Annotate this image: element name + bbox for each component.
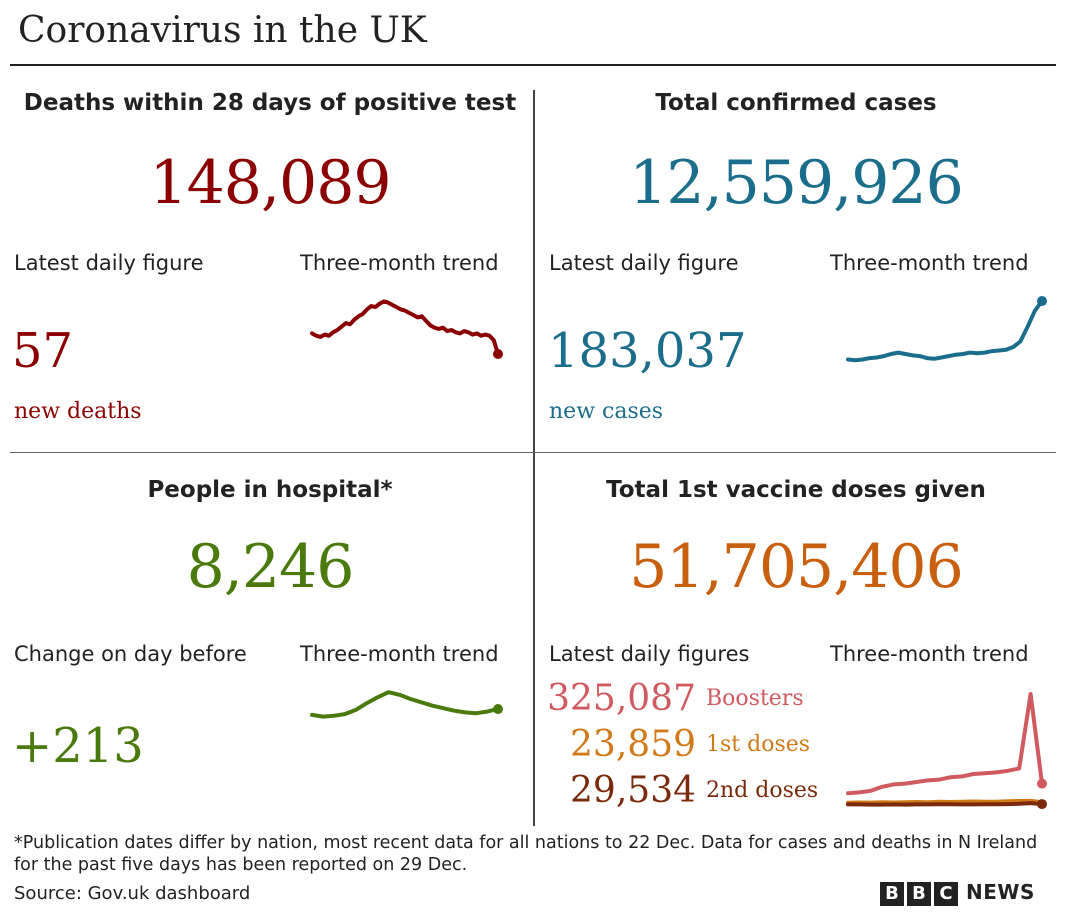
vaccines-trend-series-1-line xyxy=(846,798,1044,805)
hospital-latest-value: +213 xyxy=(12,718,144,774)
source-text: Source: Gov.uk dashboard xyxy=(14,883,251,904)
hospital-latest-label: Change on day before xyxy=(14,642,247,666)
deaths-trend-chart xyxy=(310,299,503,359)
boosters-value: 325,087 xyxy=(547,678,696,719)
cases-latest-label: Latest daily figure xyxy=(549,251,739,275)
vaccines-trend-label: Three-month trend xyxy=(830,642,1029,666)
vaccines-trend-series-2-line xyxy=(846,801,1044,807)
title-divider xyxy=(10,64,1056,66)
bbc-logo-letter: B xyxy=(880,882,904,906)
cases-trend-label: Three-month trend xyxy=(830,251,1029,275)
bbc-logo-letter: B xyxy=(907,882,931,906)
deaths-trend-label: Three-month trend xyxy=(300,251,499,275)
boosters-label: Boosters xyxy=(706,686,804,711)
cases-heading: Total confirmed cases xyxy=(655,90,937,116)
footnote: *Publication dates differ by nation, mos… xyxy=(14,833,1038,875)
first-doses-label: 1st doses xyxy=(706,732,811,757)
deaths-trend-series-0-end-point xyxy=(493,349,503,359)
deaths-latest-value: 57 xyxy=(12,323,74,379)
hospital-trend-series-0-line xyxy=(310,690,500,719)
vaccines-latest-label: Latest daily figures xyxy=(549,642,750,666)
cases-trend-series-0-line xyxy=(846,299,1044,363)
vaccines-total: 51,705,406 xyxy=(629,532,964,602)
cases-total: 12,559,926 xyxy=(629,148,964,218)
vaccines-heading: Total 1st vaccine doses given xyxy=(606,477,986,503)
vaccines-trend-chart xyxy=(846,692,1047,810)
hospital-trend-chart xyxy=(310,690,503,719)
deaths-total: 148,089 xyxy=(149,148,391,218)
hospital-total: 8,246 xyxy=(186,532,355,602)
news-logo-text: NEWS xyxy=(966,880,1035,904)
deaths-latest-unit: new deaths xyxy=(14,399,142,424)
deaths-heading: Deaths within 28 days of positive test xyxy=(23,90,517,116)
bbc-logo-letter: C xyxy=(934,882,958,906)
hospital-trend-label: Three-month trend xyxy=(300,642,499,666)
second-doses-value: 29,534 xyxy=(570,770,696,811)
vaccines-trend-series-0-end-point xyxy=(1037,778,1047,789)
second-doses-label: 2nd doses xyxy=(706,778,819,803)
bbc-news-logo: B B C NEWS xyxy=(880,880,1035,906)
cases-trend-chart xyxy=(846,296,1047,363)
first-doses-value: 23,859 xyxy=(570,724,696,765)
deaths-trend-series-0-line xyxy=(310,299,500,356)
cases-latest-unit: new cases xyxy=(549,399,664,424)
cases-trend-series-0-end-point xyxy=(1037,296,1047,307)
deaths-latest-label: Latest daily figure xyxy=(14,251,204,275)
cases-latest-value: 183,037 xyxy=(548,323,747,379)
vaccines-trend-series-2-end-point xyxy=(1037,799,1047,810)
middle-divider xyxy=(10,452,1056,453)
hospital-heading: People in hospital* xyxy=(147,477,393,503)
vaccines-trend-series-0-line xyxy=(846,692,1044,796)
vertical-divider xyxy=(533,90,535,826)
hospital-trend-series-0-end-point xyxy=(493,704,503,715)
page-title: Coronavirus in the UK xyxy=(18,10,427,51)
